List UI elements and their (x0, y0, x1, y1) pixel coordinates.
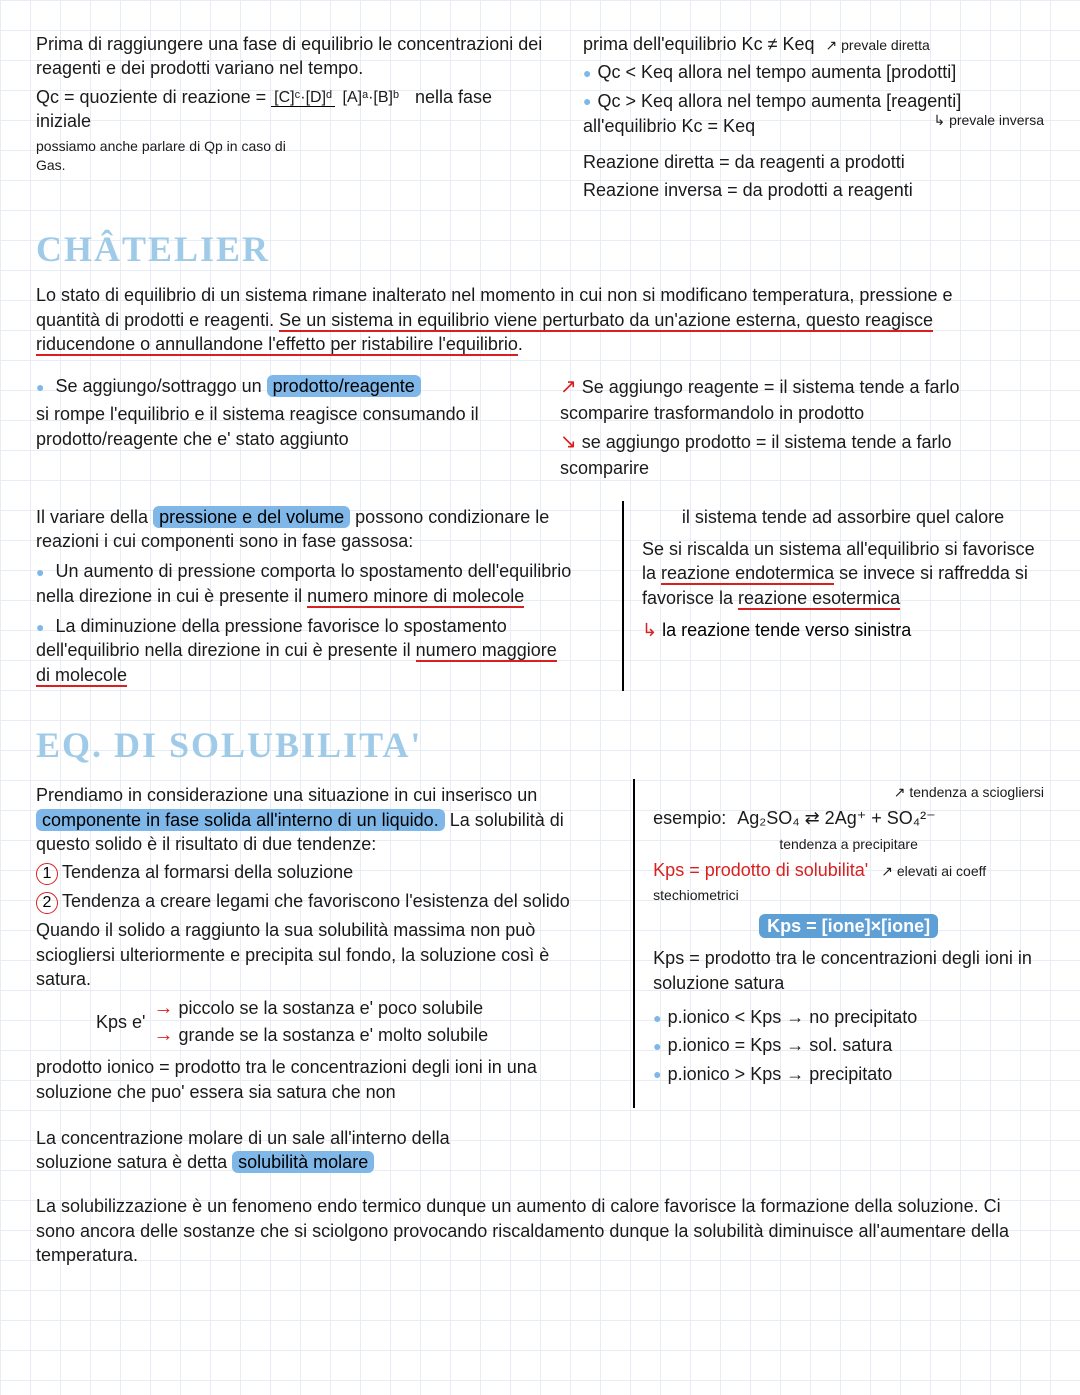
sol-p2: Quando il solido a raggiunto la sua solu… (36, 918, 583, 991)
qc-num: [C]ᶜ·[D]ᵈ (271, 89, 335, 107)
qc-line: Qc = quoziente di reazione = [C]ᶜ·[D]ᵈ [… (36, 85, 543, 134)
qc-label: Qc = quoziente di reazione = (36, 87, 266, 107)
chat-r1: Se aggiungo reagente = il sistema tende … (560, 377, 960, 423)
kps-formula: Kps = [ione]×[ione] (759, 914, 938, 938)
qp-note: possiamo anche parlare di Qp in caso di … (36, 137, 296, 175)
press3: La diminuzione della pressione favorisce… (36, 614, 572, 687)
t1: Tendenza al formarsi della soluzione (62, 862, 353, 882)
ex-eq: Ag₂SO₄ ⇄ 2Ag⁺ + SO₄²⁻ (737, 808, 935, 828)
sol-row1: Prendiamo in considerazione una situazio… (36, 779, 1044, 1107)
press1: Il variare della pressione e del volume … (36, 505, 572, 554)
r3a-text: prevale inversa (949, 112, 1044, 128)
ex-a1-wrap: ↗ tendenza a sciogliersi (653, 783, 1044, 802)
sol-right: ↗ tendenza a sciogliersi esempio: Ag₂SO₄… (633, 779, 1044, 1107)
kps1a: piccolo se la sostanza e' poco solubile (178, 998, 483, 1018)
end-p: La solubilizzazione è un fenomeno endo t… (36, 1194, 1044, 1267)
add-remove-left: Se aggiungo/sottraggo un prodotto/reagen… (36, 370, 520, 485)
example-line: esempio: Ag₂SO₄ ⇄ 2Ag⁺ + SO₄²⁻ (653, 806, 1044, 830)
sol-p1a: Prendiamo in considerazione una situazio… (36, 785, 537, 805)
ex-a2: tendenza a precipitare (653, 835, 1044, 854)
circ-1: 1 (36, 863, 58, 885)
arrow-icon: ↗ (560, 376, 577, 398)
press1b: pressione e del volume (153, 506, 350, 528)
intro-right: prima dell'equilibrio Kc ≠ Keq ↗ prevale… (583, 28, 1044, 207)
r3-line: Qc > Keq allora nel tempo aumenta [reage… (583, 89, 1044, 113)
r1: prima dell'equilibrio Kc ≠ Keq (583, 34, 814, 54)
chat-r2: se aggiungo prodotto = il sistema tende … (560, 432, 952, 478)
mol1b: solubilità molare (232, 1151, 374, 1173)
heat3-wrap: ↳ la reazione tende verso sinistra (642, 618, 1044, 642)
l1b: prodotto/reagente (267, 375, 421, 397)
c1: p.ionico < Kps → no precipitato (653, 1005, 1044, 1029)
r1a-text: prevale diretta (841, 37, 930, 53)
r2: Qc < Keq allora nel tempo aumenta [prodo… (583, 60, 1044, 84)
press2b: numero minore di molecole (307, 586, 524, 608)
solubilita-title: EQ. DI SOLUBILITA' (36, 721, 1044, 770)
kps1b: grande se la sostanza e' molto solubile (178, 1025, 488, 1045)
press2: Un aumento di pressione comporta lo spos… (36, 559, 572, 608)
r3: Qc > Keq allora nel tempo aumenta [reage… (583, 91, 961, 111)
heat1: il sistema tende ad assorbire quel calor… (642, 505, 1044, 529)
arrow-icon: ↘ (560, 431, 577, 453)
press1a: Il variare della (36, 507, 153, 527)
sol-p1b: componente in fase solida all'interno di… (36, 809, 445, 831)
circ-2: 2 (36, 892, 58, 914)
tend2: 2Tendenza a creare legami che favoriscon… (36, 889, 583, 914)
ex-lbl: esempio: (653, 808, 726, 828)
kps-desc: Kps = prodotto tra le concentrazioni deg… (653, 946, 1044, 995)
ex-a1: tendenza a sciogliersi (909, 784, 1044, 800)
r1-annot: ↗ prevale diretta (826, 37, 930, 53)
l2: si rompe l'equilibrio e il sistema reagi… (36, 402, 520, 451)
add-remove-right: ↗ Se aggiungo reagente = il sistema tend… (560, 370, 1044, 485)
t2: Tendenza a creare legami che favoriscono… (62, 891, 570, 911)
arrow-icon: → (153, 997, 173, 1019)
kps-def: Kps = prodotto di solubilita' (653, 860, 868, 880)
add-remove-row: Se aggiungo/sottraggo un prodotto/reagen… (36, 370, 1044, 485)
arrow-icon: → (153, 1024, 173, 1046)
c2: p.ionico = Kps → sol. satura (653, 1033, 1044, 1057)
chat-p1c: . (518, 334, 523, 354)
qc-den: [A]ᵃ·[B]ᵇ (340, 89, 402, 106)
heat3: la reazione tende verso sinistra (662, 620, 911, 640)
r1-wrap: ↗ Se aggiungo reagente = il sistema tend… (560, 374, 1044, 425)
l1a: Se aggiungo/sottraggo un (55, 376, 266, 396)
qc-fraction: [C]ᶜ·[D]ᵈ [A]ᵃ·[B]ᵇ (271, 87, 402, 109)
r5: Reazione diretta = da reagenti a prodott… (583, 150, 1044, 174)
chatelier-title: CHÂTELIER (36, 225, 1044, 274)
molar-p: La concentrazione molare di un sale all'… (36, 1126, 496, 1175)
add-remove-l1: Se aggiungo/sottraggo un prodotto/reagen… (36, 374, 520, 398)
r6: Reazione inversa = da prodotti a reagent… (583, 178, 1044, 202)
kps-lbl: Kps e' (96, 1010, 145, 1034)
tend1: 1Tendenza al formarsi della soluzione (36, 860, 583, 885)
heat2: Se si riscalda un sistema all'equilibrio… (642, 537, 1044, 610)
heat2b: reazione endotermica (661, 563, 834, 585)
r2-wrap: ↘ se aggiungo prodotto = il sistema tend… (560, 429, 1044, 480)
heat-col: il sistema tende ad assorbire quel calor… (622, 501, 1044, 691)
c3: p.ionico > Kps → precipitato (653, 1062, 1044, 1086)
heat2d: reazione esotermica (738, 588, 900, 610)
intro-left: Prima di raggiungere una fase di equilib… (36, 28, 543, 207)
sol-p1: Prendiamo in considerazione una situazio… (36, 783, 583, 856)
prod-ionico: prodotto ionico = prodotto tra le concen… (36, 1055, 583, 1104)
pressure-heat-row: Il variare della pressione e del volume … (36, 501, 1044, 691)
sol-left: Prendiamo in considerazione una situazio… (36, 779, 583, 1107)
kps-def-line: Kps = prodotto di solubilita' ↗ elevati … (653, 858, 1044, 907)
kps-branch: Kps e' → piccolo se la sostanza e' poco … (96, 995, 583, 1049)
pressure-col: Il variare della pressione e del volume … (36, 501, 572, 691)
kps-formula-wrap: Kps = [ione]×[ione] (653, 914, 1044, 938)
intro-p1: Prima di raggiungere una fase di equilib… (36, 32, 543, 81)
r1-line: prima dell'equilibrio Kc ≠ Keq ↗ prevale… (583, 32, 1044, 56)
intro-row: Prima di raggiungere una fase di equilib… (36, 28, 1044, 207)
chatelier-def: Lo stato di equilibrio di un sistema rim… (36, 283, 1016, 356)
